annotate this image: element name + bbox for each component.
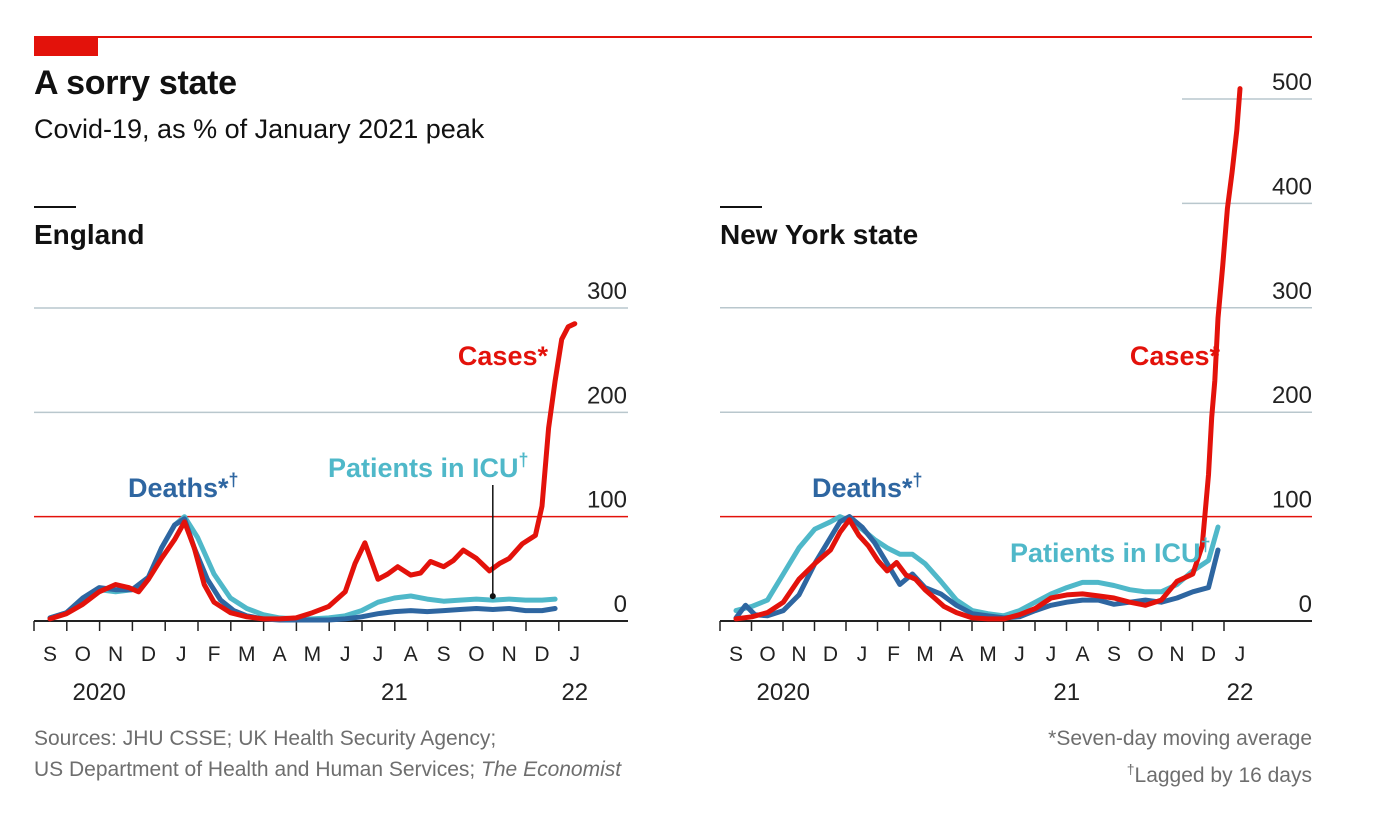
y-tick-label: 200: [587, 382, 627, 409]
x-tick-label: J: [340, 643, 351, 666]
x-tick-label: N: [108, 643, 123, 666]
panel-title: New York state: [720, 219, 918, 250]
sources-line-2: US Department of Health and Human Servic…: [34, 754, 621, 785]
note-lag: †Lagged by 16 days: [1048, 754, 1312, 791]
brand-tab: [34, 36, 98, 56]
x-tick-label: J: [570, 643, 581, 666]
x-tick-label: A: [1075, 643, 1089, 666]
sources-line-2-a: US Department of Health and Human Servic…: [34, 758, 482, 781]
x-tick-label: M: [979, 643, 997, 666]
footnotes: *Seven-day moving average †Lagged by 16 …: [1048, 723, 1312, 791]
sources-line-1: Sources: JHU CSSE; UK Health Security Ag…: [34, 727, 497, 750]
y-tick-label: 0: [614, 591, 627, 618]
x-tick-label: A: [273, 643, 287, 666]
x-tick-label: D: [534, 643, 549, 666]
series-label: Cases*: [458, 341, 549, 371]
x-tick-label: O: [75, 643, 91, 666]
y-tick-label: 0: [1299, 591, 1312, 618]
note-lag-text: Lagged by 16 days: [1134, 764, 1312, 787]
series-label: Cases*: [1130, 341, 1221, 371]
x-tick-label: M: [916, 643, 934, 666]
x-tick-label: J: [857, 643, 868, 666]
year-label: 21: [381, 679, 408, 706]
y-tick-label: 300: [587, 278, 627, 305]
x-tick-label: M: [238, 643, 256, 666]
x-tick-label: J: [373, 643, 384, 666]
y-tick-label: 200: [1272, 382, 1312, 409]
x-tick-label: O: [1137, 643, 1153, 666]
x-tick-label: D: [141, 643, 156, 666]
series-line: [47, 514, 558, 622]
sources-line-2-b: The Economist: [481, 758, 622, 781]
x-tick-label: A: [949, 643, 963, 666]
series-line: [47, 321, 578, 622]
x-tick-label: J: [1046, 643, 1057, 666]
x-tick-label: N: [502, 643, 517, 666]
x-tick-label: A: [404, 643, 418, 666]
year-label: 21: [1053, 679, 1080, 706]
x-tick-label: J: [1235, 643, 1246, 666]
note-moving-average: *Seven-day moving average: [1048, 727, 1312, 750]
series-label: Deaths*†: [812, 470, 923, 503]
x-tick-label: F: [208, 643, 221, 666]
y-tick-label: 100: [587, 487, 627, 514]
year-label: 22: [561, 679, 588, 706]
y-tick-label: 300: [1272, 278, 1312, 305]
x-tick-label: D: [1201, 643, 1216, 666]
x-tick-label: O: [759, 643, 775, 666]
x-tick-label: J: [1014, 643, 1025, 666]
series-line: [733, 514, 1221, 619]
x-tick-label: O: [468, 643, 484, 666]
year-label: 2020: [73, 679, 126, 706]
sources-note: Sources: JHU CSSE; UK Health Security Ag…: [34, 723, 621, 785]
x-tick-label: M: [304, 643, 322, 666]
x-tick-label: S: [43, 643, 57, 666]
label-pointer-dot: [489, 593, 496, 600]
series-line: [733, 86, 1243, 622]
note-lag-mark: †: [1126, 761, 1135, 777]
x-tick-label: N: [791, 643, 806, 666]
panel-title: England: [34, 219, 144, 250]
y-tick-label: 400: [1272, 173, 1312, 200]
chart-subtitle: Covid-19, as % of January 2021 peak: [34, 114, 485, 144]
y-tick-label: 500: [1272, 69, 1312, 96]
x-tick-label: S: [437, 643, 451, 666]
top-rule: [34, 36, 1312, 38]
y-tick-label: 100: [1272, 487, 1312, 514]
year-label: 22: [1227, 679, 1254, 706]
year-label: 2020: [757, 679, 810, 706]
series-label: Patients in ICU†: [1010, 535, 1211, 568]
x-tick-label: N: [1169, 643, 1184, 666]
chart-title: A sorry state: [34, 64, 237, 102]
series-label: Deaths*†: [128, 470, 239, 503]
series-line: [47, 516, 558, 623]
x-tick-label: J: [176, 643, 187, 666]
series-label: Patients in ICU†: [328, 450, 529, 483]
x-tick-label: D: [823, 643, 838, 666]
x-tick-label: S: [1107, 643, 1121, 666]
x-tick-label: F: [887, 643, 900, 666]
x-tick-label: S: [729, 643, 743, 666]
